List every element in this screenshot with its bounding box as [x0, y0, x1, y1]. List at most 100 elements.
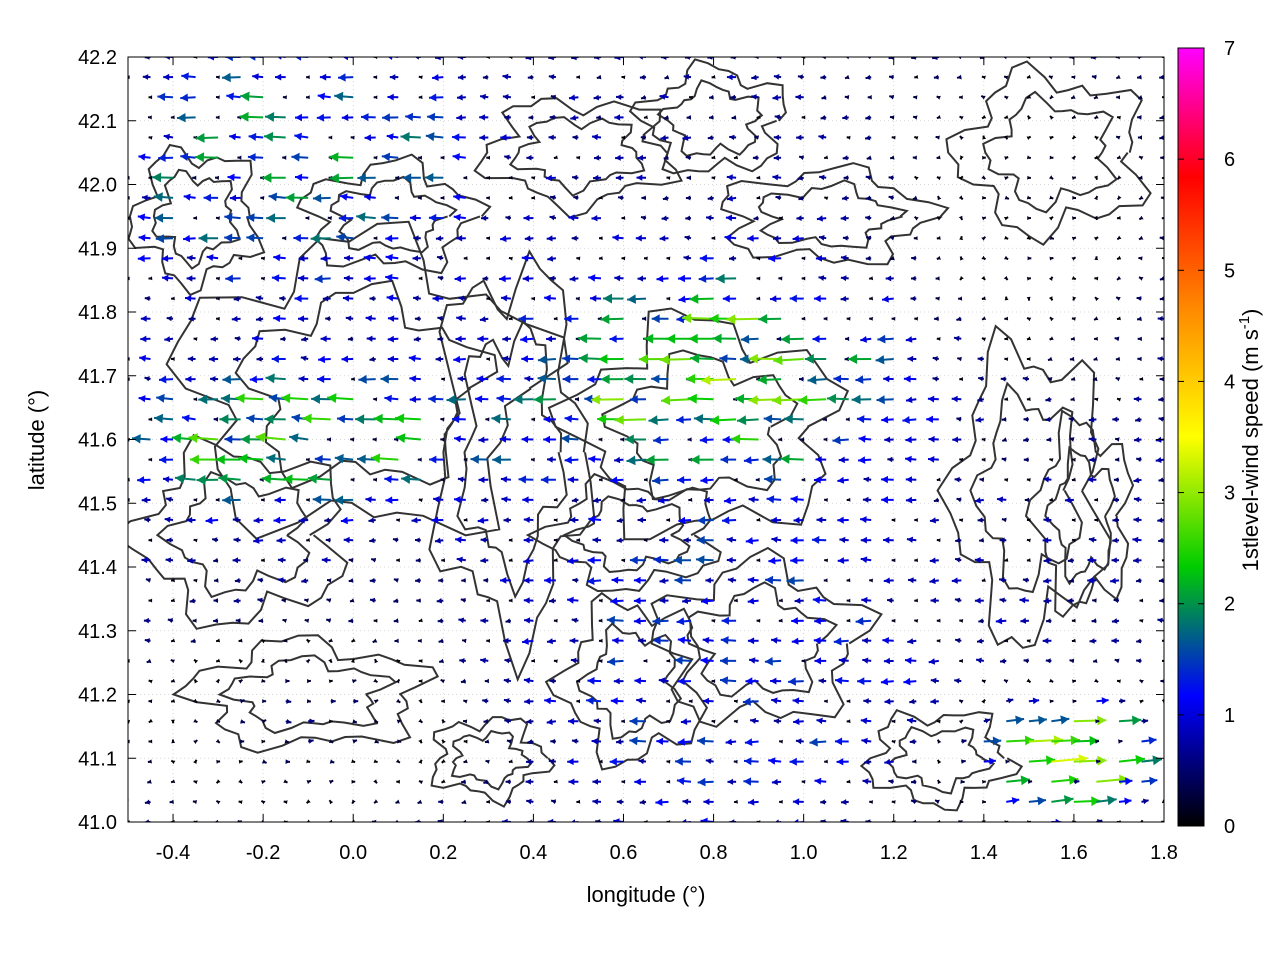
wind-arrow: [779, 800, 783, 804]
wind-arrow: [708, 196, 714, 201]
wind-arrow: [1004, 256, 1008, 259]
wind-arrow: [567, 597, 578, 604]
wind-arrow: [149, 95, 153, 99]
wind-arrow: [112, 133, 128, 142]
x-tick-label: 0.6: [610, 842, 638, 864]
wind-arrow: [607, 616, 624, 625]
wind-arrow: [1072, 176, 1076, 180]
wind-arrow: [214, 598, 219, 603]
wind-arrow: [321, 336, 331, 343]
wind-arrow: [216, 95, 220, 99]
wind-arrow: [982, 136, 986, 140]
wind-arrow: [614, 678, 624, 685]
wind-arrow: [146, 578, 151, 583]
wind-arrow: [820, 799, 826, 804]
wind-arrow: [727, 537, 736, 543]
wind-arrow: [209, 356, 218, 362]
wind-arrow: [1111, 638, 1119, 644]
wind-arrow: [352, 719, 357, 723]
wind-arrow: [982, 800, 986, 804]
wind-arrow: [847, 599, 851, 603]
wind-arrow: [881, 678, 894, 686]
wind-arrow: [634, 617, 646, 624]
wind-arrow: [461, 578, 466, 583]
wind-arrow: [757, 518, 761, 522]
wind-arrow: [329, 679, 333, 683]
wind-arrow: [731, 434, 759, 444]
contour-line: [174, 635, 438, 753]
wind-arrow: [1027, 478, 1031, 482]
wind-arrow: [743, 777, 758, 785]
wind-arrow: [1116, 95, 1120, 99]
wind-arrow: [418, 760, 422, 764]
wind-arrow: [637, 175, 647, 181]
wind-arrow: [374, 236, 378, 240]
wind-arrow: [370, 296, 376, 301]
wind-arrow: [1074, 736, 1099, 746]
wind-arrow: [1134, 437, 1142, 443]
wind-arrow: [824, 578, 828, 582]
x-tick-label: 0.8: [700, 842, 728, 864]
wind-arrow: [959, 236, 963, 240]
wind-arrow: [123, 779, 128, 784]
wind-arrow: [709, 115, 714, 120]
wind-arrow: [749, 496, 759, 503]
wind-arrow: [689, 334, 714, 344]
wind-arrow: [483, 578, 488, 583]
wind-arrow: [229, 133, 240, 140]
wind-arrow: [504, 698, 511, 704]
wind-arrow: [369, 518, 376, 524]
wind-arrow: [145, 800, 151, 805]
wind-arrow: [521, 355, 533, 362]
wind-arrow: [697, 516, 714, 525]
wind-arrow: [906, 476, 917, 483]
wind-arrow: [225, 275, 240, 283]
wind-arrow: [906, 336, 917, 343]
wind-arrow: [260, 196, 264, 200]
wind-arrow: [911, 256, 916, 261]
wind-arrow: [419, 618, 423, 622]
wind-arrow: [982, 578, 986, 582]
wind-arrow: [588, 556, 601, 564]
wind-arrow: [486, 599, 490, 603]
wind-arrow: [307, 679, 311, 683]
wind-arrow: [306, 498, 310, 502]
wind-arrow: [438, 276, 444, 281]
wind-arrow: [913, 115, 917, 119]
wind-arrow: [877, 335, 893, 344]
wind-arrow: [357, 455, 376, 464]
wind-arrow: [414, 336, 421, 342]
wind-arrow: [848, 354, 871, 364]
wind-arrow: [1158, 356, 1165, 361]
wind-arrow: [257, 598, 263, 603]
wind-arrow: [978, 356, 984, 361]
wind-arrow: [570, 115, 578, 121]
wind-arrow: [326, 538, 331, 543]
wind-arrow: [773, 235, 781, 241]
wind-arrow: [506, 779, 511, 784]
wind-arrow: [599, 438, 603, 442]
wind-arrow: [1071, 95, 1075, 99]
wind-arrow: [1025, 498, 1029, 503]
wind-arrow: [1136, 638, 1141, 643]
wind-arrow: [216, 277, 220, 281]
wind-arrow: [252, 73, 263, 80]
wind-arrow: [275, 497, 286, 504]
wind-arrow: [239, 760, 243, 764]
wind-arrow: [427, 113, 443, 122]
wind-arrow: [737, 415, 759, 425]
wind-arrow: [256, 295, 263, 301]
wind-arrow: [264, 132, 286, 142]
wind-arrow: [547, 719, 556, 725]
wind-arrow: [346, 316, 353, 322]
wind-arrow: [749, 657, 759, 664]
wind-arrow: [617, 538, 624, 544]
wind-arrow: [568, 476, 579, 483]
wind-arrow: [1093, 659, 1097, 663]
wind-arrow: [315, 275, 331, 284]
wind-arrow: [624, 374, 646, 384]
wind-arrow: [1048, 357, 1053, 361]
wind-arrow: [1139, 196, 1143, 200]
wind-arrow: [594, 155, 601, 161]
wind-arrow: [1023, 578, 1029, 583]
